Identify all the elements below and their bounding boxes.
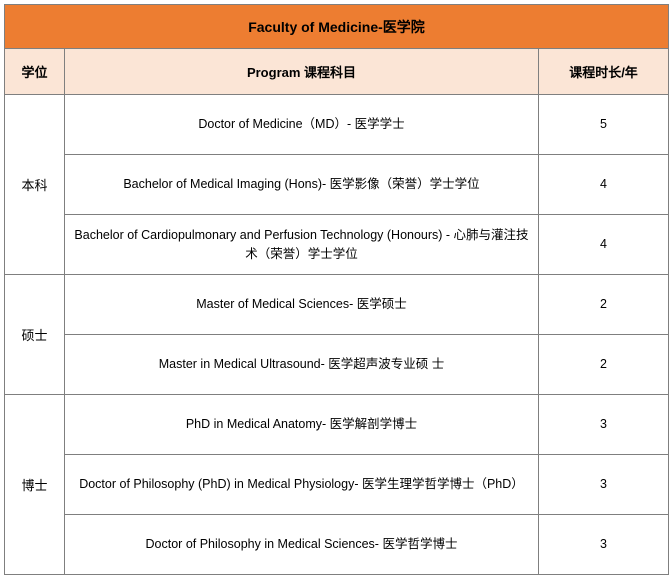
program-cell: Master in Medical Ultrasound- 医学超声波专业硕 士 <box>65 335 539 395</box>
program-cell: Doctor of Philosophy in Medical Sciences… <box>65 515 539 575</box>
duration-cell: 2 <box>539 275 669 335</box>
degree-cell: 硕士 <box>5 275 65 395</box>
table-row: Doctor of Philosophy (PhD) in Medical Ph… <box>5 455 669 515</box>
table-row: Bachelor of Medical Imaging (Hons)- 医学影像… <box>5 155 669 215</box>
title-row: Faculty of Medicine-医学院 <box>5 5 669 49</box>
program-cell: PhD in Medical Anatomy- 医学解剖学博士 <box>65 395 539 455</box>
header-row: 学位 Program 课程科目 课程时长/年 <box>5 49 669 95</box>
duration-cell: 2 <box>539 335 669 395</box>
program-cell: Doctor of Philosophy (PhD) in Medical Ph… <box>65 455 539 515</box>
duration-cell: 3 <box>539 455 669 515</box>
program-cell: Doctor of Medicine（MD）- 医学学士 <box>65 95 539 155</box>
table-row: 博士 PhD in Medical Anatomy- 医学解剖学博士 3 <box>5 395 669 455</box>
program-cell: Bachelor of Medical Imaging (Hons)- 医学影像… <box>65 155 539 215</box>
table-row: Master in Medical Ultrasound- 医学超声波专业硕 士… <box>5 335 669 395</box>
degree-cell: 本科 <box>5 95 65 275</box>
col-degree: 学位 <box>5 49 65 95</box>
duration-cell: 3 <box>539 515 669 575</box>
duration-cell: 3 <box>539 395 669 455</box>
table-title: Faculty of Medicine-医学院 <box>5 5 669 49</box>
program-cell: Bachelor of Cardiopulmonary and Perfusio… <box>65 215 539 275</box>
program-cell: Master of Medical Sciences- 医学硕士 <box>65 275 539 335</box>
table-row: 本科 Doctor of Medicine（MD）- 医学学士 5 <box>5 95 669 155</box>
col-duration: 课程时长/年 <box>539 49 669 95</box>
degree-cell: 博士 <box>5 395 65 575</box>
col-program: Program 课程科目 <box>65 49 539 95</box>
duration-cell: 4 <box>539 215 669 275</box>
table-row: 硕士 Master of Medical Sciences- 医学硕士 2 <box>5 275 669 335</box>
table-row: Doctor of Philosophy in Medical Sciences… <box>5 515 669 575</box>
table-row: Bachelor of Cardiopulmonary and Perfusio… <box>5 215 669 275</box>
duration-cell: 4 <box>539 155 669 215</box>
faculty-table: Faculty of Medicine-医学院 学位 Program 课程科目 … <box>4 4 669 575</box>
duration-cell: 5 <box>539 95 669 155</box>
